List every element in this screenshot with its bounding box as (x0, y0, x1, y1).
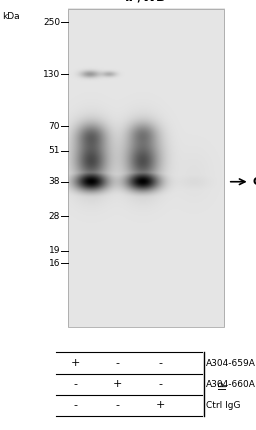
Text: 70: 70 (49, 122, 60, 131)
Text: kDa: kDa (3, 12, 20, 21)
Text: IP/WB: IP/WB (125, 0, 167, 3)
Text: +: + (71, 358, 80, 368)
Text: -: - (73, 379, 78, 389)
Text: Ctrl IgG: Ctrl IgG (206, 401, 241, 410)
Text: 51: 51 (49, 146, 60, 155)
Text: +: + (155, 400, 165, 410)
Text: IP: IP (218, 380, 228, 389)
Text: 38: 38 (49, 177, 60, 186)
Text: CDV3: CDV3 (252, 177, 256, 187)
Text: 130: 130 (43, 70, 60, 79)
Text: 250: 250 (43, 18, 60, 27)
Text: 19: 19 (49, 246, 60, 255)
Text: -: - (116, 400, 120, 410)
Text: -: - (73, 400, 78, 410)
Text: 28: 28 (49, 212, 60, 221)
Text: 16: 16 (49, 258, 60, 267)
Text: -: - (158, 358, 162, 368)
Text: -: - (116, 358, 120, 368)
Text: -: - (158, 379, 162, 389)
Text: A304-660A: A304-660A (206, 380, 256, 389)
Text: +: + (113, 379, 122, 389)
Bar (68, 9, 224, 327)
Text: A304-659A: A304-659A (206, 359, 256, 368)
